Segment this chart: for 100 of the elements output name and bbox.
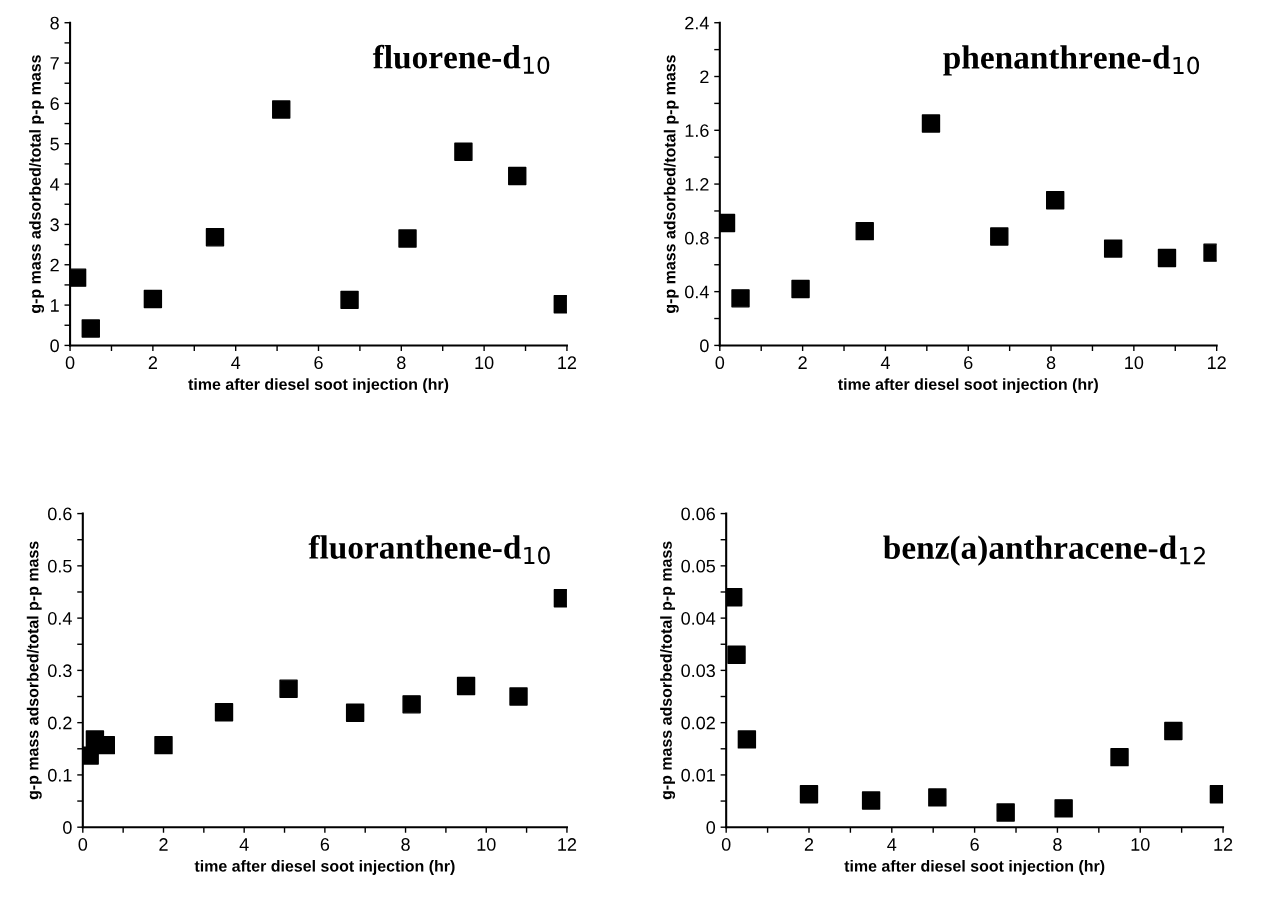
y-tick-label: 0.01 — [681, 768, 715, 782]
point — [1054, 799, 1073, 818]
point — [214, 703, 234, 722]
point — [1157, 248, 1177, 268]
text: fluorene-d$_{10}$ — [372, 44, 550, 75]
point — [1110, 747, 1129, 767]
y-tick-label: 0.5 — [48, 559, 72, 573]
y-tick-label: 2 — [50, 258, 59, 272]
y-axis-title: g-p mass adsorbed/total p-p mass — [660, 541, 676, 800]
point — [272, 100, 291, 119]
x-tick-label: 8 — [1053, 838, 1062, 851]
y-tick-label: 7 — [50, 57, 59, 70]
y-tick-label: 0 — [63, 821, 72, 834]
x-axis-title: time after diesel soot injection (hr) — [837, 378, 1098, 394]
x-tick-label: 6 — [970, 838, 979, 851]
x-tick-label: 6 — [314, 356, 323, 370]
point — [921, 114, 941, 133]
point — [719, 213, 736, 233]
y-tick-label: 6 — [50, 97, 59, 111]
x-tick-label: 0 — [721, 838, 731, 851]
point — [398, 229, 417, 248]
x-tick-label: 4 — [880, 356, 890, 369]
x-tick-label: 8 — [397, 356, 406, 370]
x-tick-label: 0 — [715, 356, 725, 370]
x-tick-label: 2 — [159, 838, 168, 851]
x-tick-label: 2 — [804, 838, 814, 851]
x-tick-label: 8 — [1046, 356, 1056, 370]
point — [456, 676, 476, 696]
point — [454, 142, 473, 162]
y-tick-label: 8 — [50, 16, 59, 30]
point — [791, 279, 810, 299]
y-tick-label: 1.6 — [685, 124, 709, 138]
point — [509, 687, 528, 706]
point — [1164, 721, 1183, 741]
x-tick-label: 10 — [475, 356, 494, 370]
y-tick-label: 2.4 — [685, 16, 709, 30]
text: fluoranthene-d$_{10}$ — [308, 535, 550, 565]
x-tick-label: 10 — [1131, 838, 1150, 851]
y-tick-label: 2 — [700, 70, 709, 84]
x-tick-label: 4 — [231, 356, 241, 369]
point — [1103, 239, 1123, 258]
y-axis-title: g-p mass adsorbed/total p-p mass — [26, 541, 42, 800]
point — [70, 268, 87, 287]
point — [143, 289, 163, 309]
text: phenanthrene-d$_{10}$ — [943, 45, 1200, 76]
y-tick-label: 0.4 — [685, 285, 709, 299]
point — [996, 803, 1015, 822]
point — [861, 791, 881, 810]
y-tick-label: 5 — [50, 137, 59, 151]
point — [928, 788, 947, 807]
x-tick-label: 6 — [320, 838, 330, 851]
x-axis-title: time after diesel soot injection (hr) — [188, 378, 449, 394]
x-tick-label: 4 — [239, 838, 249, 851]
y-tick-label: 0.05 — [681, 559, 716, 573]
x-axis-title: time after diesel soot injection (hr) — [844, 859, 1105, 875]
y-tick-label: 0.04 — [681, 612, 716, 625]
point — [990, 227, 1009, 246]
y-tick-label: 0.1 — [48, 768, 72, 782]
x-tick-label: 4 — [887, 838, 897, 851]
y-tick-label: 0.03 — [681, 664, 715, 678]
y-tick-label: 0.3 — [48, 664, 72, 678]
x-tick-label: 6 — [964, 356, 973, 370]
x-tick-label: 12 — [1208, 356, 1226, 369]
y-axis-title: g-p mass adsorbed/total p-p mass — [663, 55, 679, 313]
point — [799, 785, 819, 804]
point — [154, 735, 173, 755]
y-tick-label: 0.8 — [685, 231, 709, 245]
y-tick-label: 0.6 — [48, 507, 72, 521]
point — [81, 319, 100, 338]
point — [1045, 191, 1065, 210]
y-tick-label: 1.2 — [685, 178, 709, 191]
x-axis-title: time after diesel soot injection (hr) — [194, 859, 455, 875]
point — [727, 645, 746, 664]
x-tick-label: 2 — [798, 356, 807, 369]
point — [737, 730, 757, 749]
point — [96, 735, 116, 755]
point — [402, 695, 421, 714]
y-tick-label: 4 — [50, 178, 60, 191]
text: benz(a)anthracene-d$_{12}$ — [883, 535, 1205, 566]
point — [508, 166, 527, 186]
point — [345, 703, 365, 722]
point — [205, 228, 225, 247]
point — [855, 221, 874, 241]
point — [279, 679, 298, 698]
y-tick-label: 1 — [50, 299, 59, 312]
x-tick-label: 2 — [148, 356, 157, 369]
x-tick-label: 0 — [78, 838, 88, 851]
x-tick-label: 12 — [1214, 838, 1233, 851]
x-tick-label: 12 — [558, 356, 577, 369]
y-tick-label: 0.02 — [681, 716, 715, 730]
x-tick-label: 8 — [401, 838, 410, 851]
point — [340, 290, 359, 310]
y-tick-label: 3 — [50, 218, 59, 232]
y-tick-label: 0.2 — [48, 716, 72, 730]
x-tick-label: 10 — [477, 838, 496, 851]
x-tick-label: 12 — [558, 838, 577, 851]
point — [731, 289, 750, 308]
y-tick-label: 0 — [50, 339, 59, 353]
x-tick-label: 10 — [1125, 356, 1144, 370]
y-tick-label: 0.06 — [681, 507, 715, 521]
